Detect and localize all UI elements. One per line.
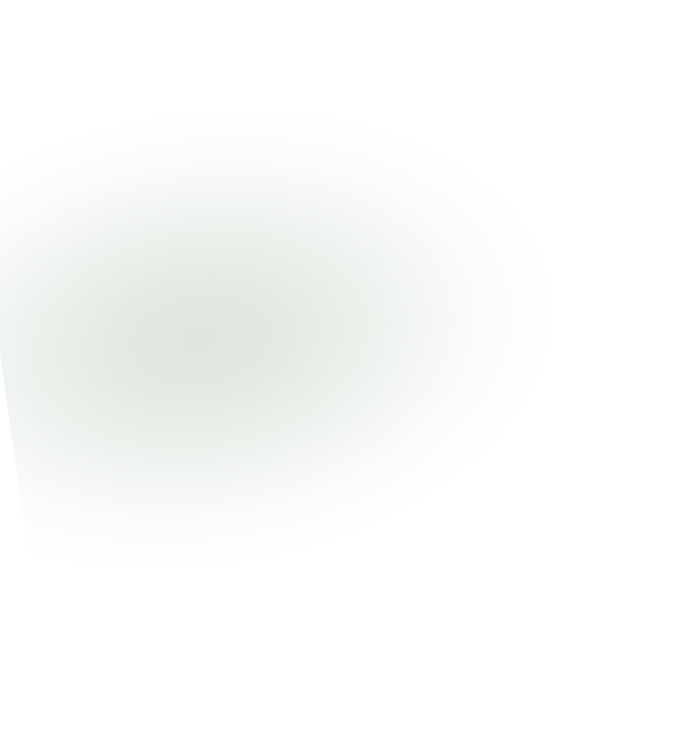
blurred-gradient-background bbox=[0, 0, 676, 756]
